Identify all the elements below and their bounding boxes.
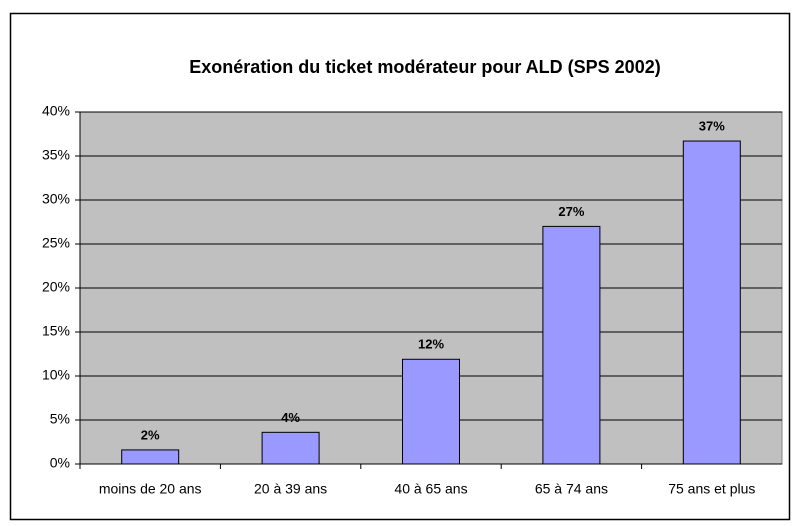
bar: [402, 358, 460, 465]
x-tick-label: moins de 20 ans: [99, 481, 202, 497]
value-label: 27%: [558, 204, 584, 219]
value-label: 4%: [281, 410, 300, 425]
y-tick-label: 40%: [42, 103, 70, 119]
y-tick-label: 30%: [42, 191, 70, 207]
bar: [542, 225, 601, 465]
y-tick-label: 0%: [50, 455, 70, 471]
x-tick-label: 20 à 39 ans: [254, 481, 327, 497]
x-tick-label: 75 ans et plus: [668, 481, 755, 497]
value-label: 2%: [141, 427, 160, 442]
y-tick-label: 10%: [42, 367, 70, 383]
x-tick-label: 65 à 74 ans: [535, 481, 608, 497]
bar: [121, 449, 180, 465]
y-tick-label: 25%: [42, 235, 70, 251]
y-tick-label: 20%: [42, 279, 70, 295]
chart-title: Exonération du ticket modérateur pour AL…: [189, 57, 660, 77]
value-label: 37%: [699, 118, 725, 133]
bar: [261, 431, 320, 465]
y-tick-label: 15%: [42, 323, 70, 339]
x-tick-label: 40 à 65 ans: [394, 481, 467, 497]
bar: [682, 140, 741, 465]
y-tick-label: 35%: [42, 147, 70, 163]
y-tick-label: 5%: [50, 411, 70, 427]
value-label: 12%: [418, 337, 444, 352]
